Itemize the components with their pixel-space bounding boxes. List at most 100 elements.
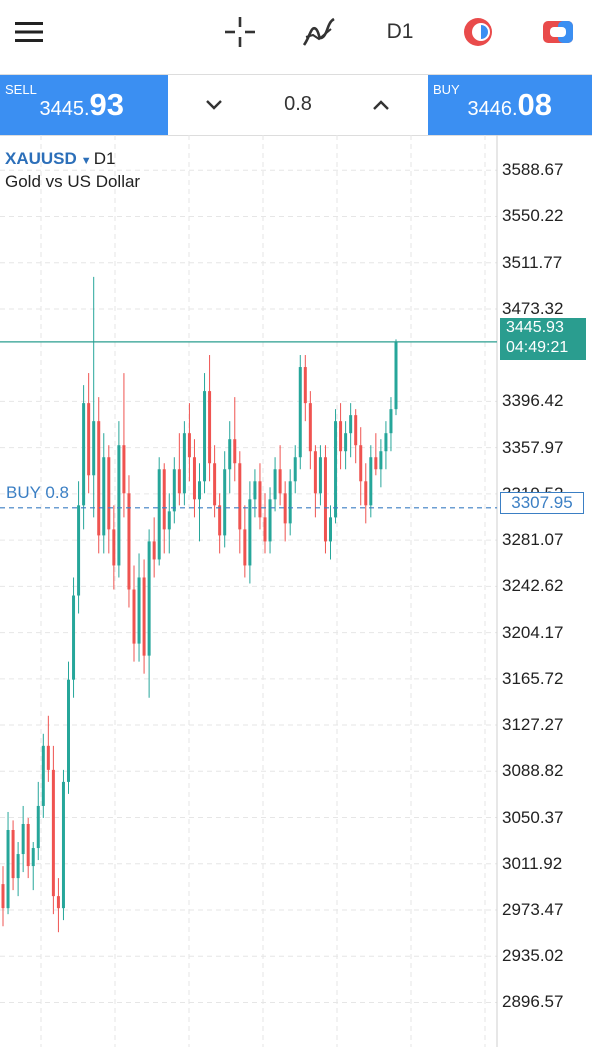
candle-body bbox=[323, 457, 327, 542]
candle-body bbox=[344, 433, 348, 452]
price-axis-label: 2973.47 bbox=[502, 899, 564, 919]
indicators-button[interactable] bbox=[300, 10, 338, 54]
top-toolbar: D1 bbox=[0, 0, 592, 72]
symbol-dropdown-icon: ▼ bbox=[80, 155, 92, 167]
chevron-down-icon bbox=[206, 100, 222, 110]
candle-body bbox=[208, 391, 212, 464]
timeframe-button[interactable]: D1 bbox=[380, 10, 420, 54]
candle-body bbox=[192, 457, 196, 500]
hamburger-menu-icon bbox=[15, 22, 43, 42]
candle-body bbox=[122, 445, 126, 494]
candle-body bbox=[339, 421, 343, 452]
current-price: 3445.93 bbox=[506, 319, 564, 336]
candle-body bbox=[334, 421, 338, 518]
candle-body bbox=[278, 469, 282, 494]
candle-body bbox=[172, 469, 176, 512]
symbol-name: XAUUSD bbox=[5, 149, 77, 168]
menu-button[interactable] bbox=[12, 10, 46, 54]
candle-body bbox=[77, 505, 81, 596]
candle-body bbox=[213, 463, 217, 506]
bar-countdown: 04:49:21 bbox=[506, 339, 569, 356]
candle-body bbox=[177, 469, 181, 494]
indicators-icon bbox=[302, 17, 335, 46]
candle-body bbox=[36, 805, 40, 849]
candle-body bbox=[268, 499, 272, 542]
candle-body bbox=[26, 823, 30, 867]
trade-toggle-icon bbox=[543, 21, 573, 43]
one-click-trade-panel: SELL 3445.93 0.8 BUY 3446.08 bbox=[0, 74, 592, 136]
candle-body bbox=[394, 341, 398, 410]
candle-body bbox=[349, 415, 353, 434]
price-axis-label: 3357.97 bbox=[502, 437, 564, 457]
candle-body bbox=[72, 595, 76, 680]
candle-body bbox=[162, 469, 166, 530]
candle-body bbox=[238, 463, 242, 530]
candle-body bbox=[1, 884, 5, 909]
candle-body bbox=[11, 829, 15, 879]
volume-value[interactable]: 0.8 bbox=[284, 93, 312, 115]
symbol-description: Gold vs US Dollar bbox=[5, 172, 141, 191]
position-price-tag: 3307.95 bbox=[500, 492, 584, 514]
candle-body bbox=[308, 403, 312, 452]
candle-body bbox=[263, 517, 267, 542]
volume-control: 0.8 bbox=[169, 75, 427, 135]
candle-body bbox=[127, 493, 131, 590]
candle-body bbox=[46, 745, 50, 770]
price-axis-label: 3281.07 bbox=[502, 530, 564, 550]
candle-body bbox=[303, 367, 307, 404]
volume-decrease-button[interactable] bbox=[199, 91, 229, 119]
volume-increase-button[interactable] bbox=[366, 91, 396, 119]
sell-button[interactable]: SELL 3445.93 bbox=[0, 75, 168, 135]
candle-body bbox=[203, 391, 207, 482]
price-axis-label: 3050.37 bbox=[502, 807, 564, 827]
price-axis-label: 3242.62 bbox=[502, 576, 564, 596]
symbol-header[interactable]: XAUUSD ▼ D1 bbox=[5, 149, 115, 169]
candle-body bbox=[147, 541, 151, 656]
candle-body bbox=[248, 499, 252, 566]
candle-body bbox=[137, 577, 141, 644]
price-axis-label: 3550.22 bbox=[502, 206, 564, 226]
candle-body bbox=[374, 457, 378, 470]
candle-body bbox=[6, 829, 10, 909]
candle-body bbox=[82, 403, 86, 506]
price-axis-label: 3204.17 bbox=[502, 622, 564, 642]
candle-body bbox=[369, 457, 373, 506]
candle-body bbox=[198, 481, 201, 500]
trade-toggle-button[interactable] bbox=[538, 10, 578, 54]
candle-body bbox=[318, 457, 322, 494]
candle-body bbox=[233, 439, 237, 464]
candle-body bbox=[223, 469, 227, 536]
buy-button[interactable]: BUY 3446.08 bbox=[428, 75, 592, 135]
chart-objects-button[interactable] bbox=[459, 10, 497, 54]
candle-body bbox=[97, 421, 101, 536]
timeframe-label: D1 bbox=[386, 20, 414, 43]
candle-body bbox=[364, 481, 368, 506]
candle-body bbox=[379, 451, 383, 470]
candle-body bbox=[354, 415, 358, 446]
chevron-up-icon bbox=[373, 100, 389, 110]
candle-body bbox=[16, 854, 20, 879]
price-axis-label: 3011.92 bbox=[502, 853, 563, 873]
crosshair-icon bbox=[225, 17, 255, 47]
candle-body bbox=[102, 457, 106, 536]
candle-body bbox=[67, 679, 70, 782]
buy-price: 3446.08 bbox=[467, 87, 552, 122]
candle-body bbox=[329, 517, 332, 542]
candle-body bbox=[157, 469, 161, 560]
crosshair-button[interactable] bbox=[222, 10, 258, 54]
sell-price: 3445.93 bbox=[39, 87, 124, 122]
price-axis-label: 3511.77 bbox=[502, 252, 563, 272]
price-axis-label: 2896.57 bbox=[502, 992, 564, 1012]
candle-body bbox=[142, 577, 146, 656]
candle-body bbox=[132, 589, 136, 644]
candle-body bbox=[87, 403, 91, 476]
candle-body bbox=[187, 433, 191, 458]
candle-body bbox=[21, 823, 25, 855]
candle-body bbox=[92, 421, 96, 476]
position-label[interactable]: BUY 0.8 bbox=[6, 483, 70, 502]
candle-body bbox=[253, 481, 257, 500]
candle-body bbox=[117, 445, 121, 566]
price-chart[interactable] bbox=[0, 135, 592, 1047]
candle-body bbox=[31, 848, 35, 867]
candle-body bbox=[258, 481, 262, 518]
